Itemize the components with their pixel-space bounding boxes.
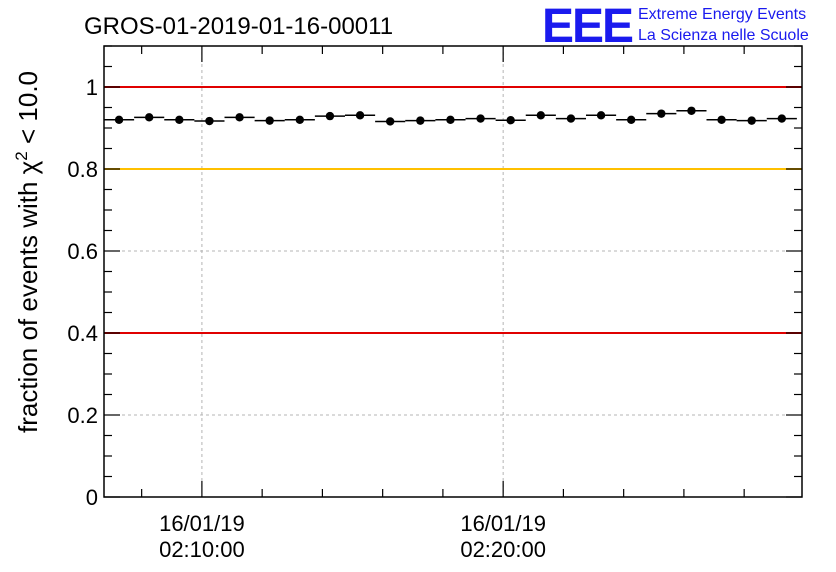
data-point [295,115,305,125]
y-axis-label-superscript: 2 [12,151,31,160]
logo-line-2: La Scienza nelle Scuole [638,27,809,44]
data-point [265,116,274,125]
logo-line-1: Extreme Energy Events [638,6,806,23]
data-point [566,114,576,123]
y-tick-label: 1 [86,75,98,100]
y-tick-label: 0.2 [67,403,98,428]
axes: 00.20.40.60.8116/01/1902:10:0016/01/1902… [67,45,803,562]
y-tick-label: 0.6 [67,239,98,264]
chart-title: GROS-01-2019-01-16-00011 [84,13,393,40]
data-point [205,116,214,126]
reference-lines [104,86,802,334]
data-point [476,114,485,123]
data-point [536,111,546,120]
data-point [355,111,365,120]
data-point [325,111,335,121]
y-axis-label-suffix: < 10.0 [13,71,43,151]
data-point [626,115,636,125]
y-axis-label-prefix: fraction of events with [13,174,43,433]
plot-frame [103,45,803,498]
grid [104,46,802,497]
y-tick-label: 0 [86,485,98,510]
y-axis-label-symbol: χ [13,160,43,174]
data-point [657,109,666,118]
logo-mark: EEE [542,0,633,53]
data-point [416,116,425,125]
data-point [687,106,696,115]
y-tick-label: 0.4 [67,321,98,346]
data-point [596,111,606,120]
x-tick-label-time: 02:10:00 [159,537,245,562]
y-tick-label: 0.8 [67,157,98,182]
data-point [446,115,455,125]
eee-logo: EEE Extreme Energy Events La Scienza nel… [542,0,809,53]
data-point [175,115,184,125]
data-point [747,116,756,125]
data-series [104,106,797,126]
data-point [385,117,395,126]
data-point [717,115,726,125]
data-point [506,116,515,125]
y-axis-label: fraction of events with χ2 < 10.0 [12,71,43,433]
data-point [235,113,244,122]
x-tick-label-time: 02:20:00 [460,537,546,562]
data-point [144,113,154,122]
x-tick-label-date: 16/01/19 [460,511,546,536]
data-point [114,115,124,125]
data-point [777,114,787,123]
x-tick-label-date: 16/01/19 [159,511,245,536]
